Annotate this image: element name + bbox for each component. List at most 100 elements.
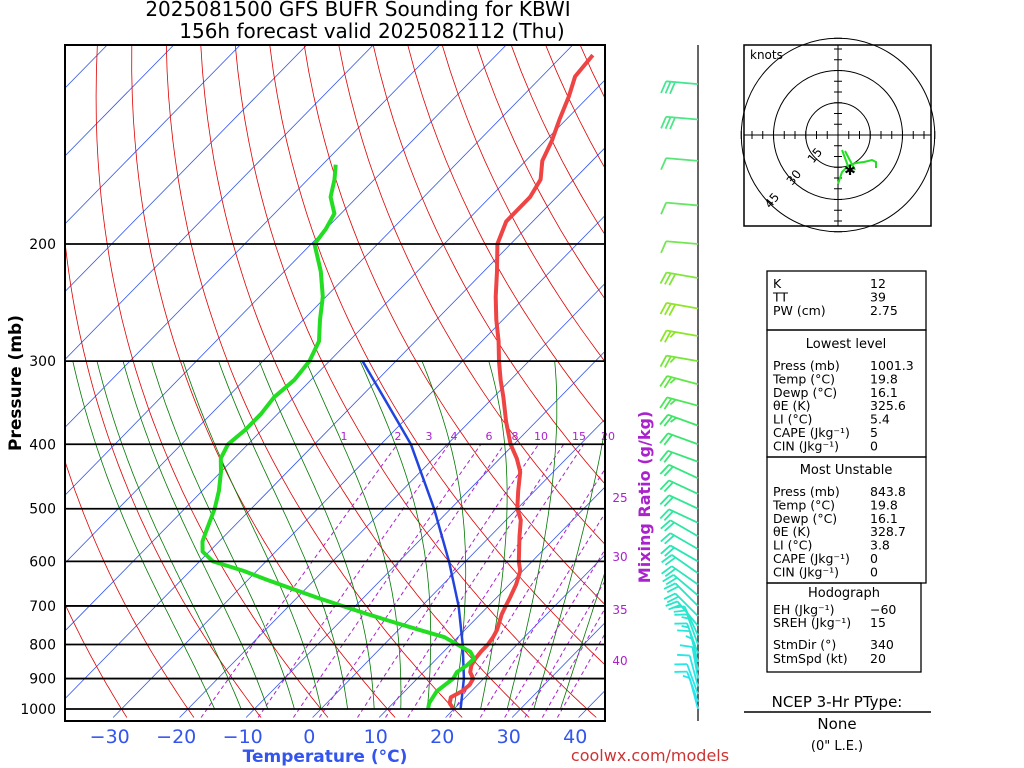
mixing-ratio-line: [541, 607, 605, 718]
isotherm-line: [445, 554, 605, 718]
wind-barb-feather: [661, 554, 673, 564]
wind-barb-feather: [677, 629, 690, 633]
isotherm-line: [65, 45, 174, 157]
wind-barb-feather: [659, 508, 670, 520]
wind-barb-feather: [660, 116, 667, 129]
moist-adiabat-line: [305, 360, 402, 709]
pressure-ticks: 200 300 400 500 600 700 800 900 1000: [20, 237, 605, 718]
hodograph-unit-label: knots: [750, 48, 783, 62]
dry-adiabat-line: [65, 603, 128, 718]
wind-barb-staff: [669, 532, 699, 550]
dry-adiabat-line: [372, 45, 605, 485]
panel-row-label: θE (K): [773, 398, 810, 413]
isotherm-line: [179, 282, 605, 718]
panel-row-value: 39: [870, 290, 886, 305]
wind-barb-feather: [659, 330, 668, 343]
moist-adiabat-line: [218, 360, 348, 710]
wind-barb-staff: [666, 201, 699, 207]
temperature-ticks: −30 −20 −10 0 10 20 30 40: [90, 726, 588, 748]
pressure-tick-label: 600: [29, 554, 56, 570]
moist-adiabat-line: [122, 360, 269, 710]
panel-row-value: 5.4: [870, 412, 890, 427]
wind-barb-staff: [666, 240, 699, 245]
wind-barb-staff: [686, 623, 699, 654]
dry-adiabat-line: [200, 45, 530, 718]
panel-row-value: −60: [870, 602, 896, 617]
wind-barb-staff: [691, 646, 699, 679]
pressure-tick-label: 400: [29, 437, 56, 453]
wind-barb-feather: [664, 272, 672, 285]
dry-adiabat-line: [165, 45, 463, 718]
wind-barb-feather: [663, 398, 673, 410]
indices-box: [766, 270, 927, 331]
moist-adiabat-line: [96, 361, 242, 710]
panel-row-label: Press (mb): [773, 484, 840, 499]
wind-barb-feather: [669, 399, 677, 406]
panel-row-value: 19.8: [870, 497, 898, 512]
wind-barb-staff: [668, 479, 699, 495]
moist-adiabat-line: [560, 570, 605, 710]
storm-motion-marker: ✱: [844, 163, 856, 179]
ptype-sub: (0" L.E.): [811, 739, 863, 754]
wind-barb-feather: [659, 272, 668, 285]
wind-barb-feather: [664, 568, 676, 578]
mixing-ratio-tick-label: 25: [612, 491, 627, 505]
mixing-ratio-labels: 1 2 3 4 6 8 10 15 20 25 30 35 40: [341, 430, 628, 668]
mixing-ratio-label: Mixing Ratio (g/kg): [635, 411, 654, 583]
moist-adiabat-line: [533, 426, 605, 710]
mixing-ratio-line: [556, 632, 605, 718]
panel-row-label: SREH (Jkg⁻¹): [773, 615, 851, 630]
wind-barb-staff: [666, 271, 699, 279]
wind-barb-staff: [688, 655, 699, 687]
wind-barb-staff: [671, 554, 699, 574]
wind-barb-feather: [660, 240, 667, 254]
wind-barb-feather: [659, 479, 670, 491]
wind-barb-feather: [677, 653, 690, 657]
moist-adiabat-line: [258, 360, 375, 710]
mixing-ratio-line: [200, 444, 398, 718]
wind-barb-staff: [666, 375, 699, 386]
wind-barb-feather: [663, 481, 674, 493]
plot-frame: [64, 44, 606, 722]
panel-row-label: LI (°C): [773, 538, 812, 553]
wind-barb-staff: [672, 574, 699, 597]
panel-row-label: EH (Jkg⁻¹): [773, 602, 835, 617]
x-axis-label: Temperature (°C): [243, 747, 408, 767]
wind-barb-feather: [663, 496, 674, 507]
mixing-ratio-line: [504, 548, 605, 718]
mixing-ratio-tick-label: 10: [534, 430, 548, 443]
wind-barb-feather: [665, 600, 678, 607]
mixing-ratio-line: [449, 468, 605, 718]
panel-row-label: PW (cm): [773, 303, 826, 318]
wind-barb-staff: [669, 544, 699, 563]
panel-row-label: K: [773, 276, 782, 291]
moist-adiabat-line: [151, 360, 295, 710]
panel-row-label: Dewp (°C): [773, 511, 837, 526]
mixing-ratio-line: [479, 512, 605, 718]
mixing-ratio-tick-label: 20: [601, 430, 615, 443]
wind-barb-staff: [686, 663, 699, 695]
wind-barb-feather: [681, 616, 689, 620]
hodograph-stats-box: [766, 582, 922, 673]
footer-url: coolwx.com/models: [571, 746, 729, 765]
panel-row-value: 5: [870, 425, 878, 440]
pressure-tick-label: 900: [29, 672, 56, 688]
wind-barb-feather: [664, 303, 672, 316]
wind-barbs: [659, 80, 699, 710]
hodograph-trace-segment: [841, 149, 856, 171]
wind-barb-feather: [659, 432, 669, 444]
wind-barb-feather: [659, 414, 669, 426]
wind-barb-feather: [659, 396, 668, 409]
wind-barb-staff: [674, 592, 699, 617]
mixing-ratio-tick-label: 6: [486, 430, 493, 443]
dry-adiabat-line: [65, 238, 262, 718]
temperature-profile-line: [447, 53, 595, 711]
wind-barb-staff: [666, 396, 699, 407]
wind-barb-staff: [667, 413, 699, 427]
wind-barb-feather: [663, 451, 673, 463]
dewpoint-profile-line: [200, 164, 477, 710]
wind-barb-feather: [664, 534, 675, 545]
indices-panel: K 12 TT 39 PW (cm) 2.75 Lowest level Press (mb)…: [766, 270, 927, 673]
mixing-ratio-line: [357, 444, 539, 718]
